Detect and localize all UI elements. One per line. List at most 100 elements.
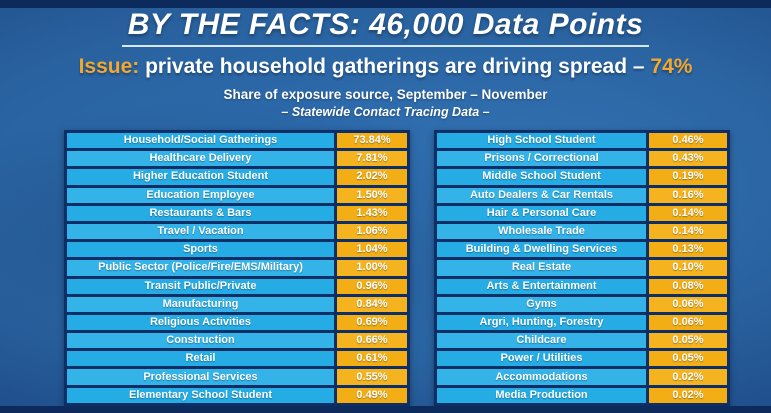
- issue-statement: Issue: private household gatherings are …: [0, 55, 771, 79]
- share-value-cell: 0.06%: [649, 296, 727, 312]
- share-value-cell: 73.84%: [337, 133, 407, 149]
- share-value-cell: 2.02%: [337, 169, 407, 185]
- share-value-cell: 1.00%: [337, 260, 407, 276]
- exposure-source-cell: Power / Utilities: [437, 351, 646, 367]
- table-row: Accommodations 0.02%: [437, 369, 727, 385]
- exposure-source-cell: High School Student: [437, 133, 646, 149]
- share-value-cell: 1.04%: [337, 242, 407, 258]
- share-value-cell: 0.16%: [649, 187, 727, 203]
- share-value-cell: 0.02%: [649, 369, 727, 385]
- table-row: Sports 1.04%: [67, 242, 407, 258]
- table-row: Power / Utilities 0.05%: [437, 351, 727, 367]
- table-row: Auto Dealers & Car Rentals 0.16%: [437, 187, 727, 203]
- exposure-source-cell: Household/Social Gatherings: [67, 133, 334, 149]
- issue-label: Issue:: [78, 55, 140, 78]
- page-title: BY THE FACTS: 46,000 Data Points: [0, 8, 771, 47]
- share-value-cell: 0.10%: [649, 260, 727, 276]
- share-value-cell: 0.14%: [649, 223, 727, 240]
- table-row: Gyms 0.06%: [437, 296, 727, 312]
- table-row: Manufacturing 0.84%: [67, 296, 407, 312]
- exposure-source-cell: Elementary School Student: [67, 387, 334, 403]
- share-value-cell: 0.84%: [337, 296, 407, 312]
- share-value-cell: 0.06%: [649, 314, 727, 331]
- exposure-source-cell: Manufacturing: [67, 296, 334, 312]
- exposure-source-cell: Prisons / Correctional: [437, 151, 646, 167]
- table-row: Transit Public/Private 0.96%: [67, 278, 407, 294]
- table-row: Middle School Student 0.19%: [437, 169, 727, 185]
- exposure-source-cell: Construction: [67, 333, 334, 349]
- table-row: Religious Activities 0.69%: [67, 314, 407, 331]
- share-value-cell: 0.96%: [337, 278, 407, 294]
- exposure-source-cell: Gyms: [437, 296, 646, 312]
- chart-subtitle: Share of exposure source, September – No…: [223, 87, 548, 102]
- top-border-bar: [0, 0, 771, 8]
- table-row: High School Student 0.46%: [437, 133, 727, 149]
- share-value-cell: 0.08%: [649, 278, 727, 294]
- exposure-source-cell: Middle School Student: [437, 169, 646, 185]
- share-value-cell: 1.43%: [337, 205, 407, 221]
- table-row: Prisons / Correctional 0.43%: [437, 151, 727, 167]
- data-source-note: – Statewide Contact Tracing Data –: [281, 105, 490, 119]
- table-row: Travel / Vacation 1.06%: [67, 223, 407, 240]
- table-row: Higher Education Student 2.02%: [67, 169, 407, 185]
- exposure-source-cell: Religious Activities: [67, 314, 334, 331]
- table-row: Restaurants & Bars 1.43%: [67, 205, 407, 221]
- table-row: Household/Social Gatherings 73.84%: [67, 133, 407, 149]
- table-row: Real Estate 0.10%: [437, 260, 727, 276]
- table-row: Wholesale Trade 0.14%: [437, 223, 727, 240]
- share-value-cell: 0.66%: [337, 333, 407, 349]
- table-row: Building & Dwelling Services 0.13%: [437, 242, 727, 258]
- exposure-source-cell: Restaurants & Bars: [67, 205, 334, 221]
- table-row: Argri, Hunting, Forestry 0.06%: [437, 314, 727, 331]
- issue-text: private household gatherings are driving…: [139, 55, 651, 78]
- table-row: Retail 0.61%: [67, 351, 407, 367]
- table-row: Media Production 0.02%: [437, 387, 727, 403]
- table-row: Arts & Entertainment 0.08%: [437, 278, 727, 294]
- table-row: Elementary School Student 0.49%: [67, 387, 407, 403]
- issue-percentage: 74%: [650, 55, 693, 78]
- share-value-cell: 0.61%: [337, 351, 407, 367]
- table-row: Education Employee 1.50%: [67, 187, 407, 203]
- share-value-cell: 7.81%: [337, 151, 407, 167]
- table-row: Hair & Personal Care 0.14%: [437, 205, 727, 221]
- exposure-source-cell: Childcare: [437, 333, 646, 349]
- exposure-source-cell: Higher Education Student: [67, 169, 334, 185]
- share-value-cell: 0.69%: [337, 314, 407, 331]
- bottom-border-bar: [0, 406, 771, 413]
- exposure-source-cell: Hair & Personal Care: [437, 205, 646, 221]
- share-value-cell: 0.02%: [649, 387, 727, 403]
- share-value-cell: 0.13%: [649, 242, 727, 258]
- exposure-source-cell: Building & Dwelling Services: [437, 242, 646, 258]
- share-value-cell: 0.05%: [649, 333, 727, 349]
- exposure-source-cell: Transit Public/Private: [67, 278, 334, 294]
- exposure-source-cell: Travel / Vacation: [67, 223, 334, 240]
- exposure-source-cell: Arts & Entertainment: [437, 278, 646, 294]
- share-value-cell: 0.43%: [649, 151, 727, 167]
- table-row: Professional Services 0.55%: [67, 369, 407, 385]
- table-row: Construction 0.66%: [67, 333, 407, 349]
- share-value-cell: 1.50%: [337, 187, 407, 203]
- share-value-cell: 1.06%: [337, 223, 407, 240]
- exposure-source-cell: Education Employee: [67, 187, 334, 203]
- exposure-source-cell: Public Sector (Police/Fire/EMS/Military): [67, 260, 334, 276]
- table-row: Childcare 0.05%: [437, 333, 727, 349]
- share-value-cell: 0.05%: [649, 351, 727, 367]
- share-value-cell: 0.14%: [649, 205, 727, 221]
- table-row: Healthcare Delivery 7.81%: [67, 151, 407, 167]
- table-row: Public Sector (Police/Fire/EMS/Military)…: [67, 260, 407, 276]
- share-value-cell: 0.55%: [337, 369, 407, 385]
- exposure-table-right: High School Student 0.46% Prisons / Correc…: [434, 130, 730, 406]
- exposure-source-cell: Professional Services: [67, 369, 334, 385]
- exposure-source-cell: Healthcare Delivery: [67, 151, 334, 167]
- exposure-source-cell: Auto Dealers & Car Rentals: [437, 187, 646, 203]
- exposure-source-cell: Sports: [67, 242, 334, 258]
- exposure-source-cell: Real Estate: [437, 260, 646, 276]
- exposure-source-cell: Wholesale Trade: [437, 223, 646, 240]
- exposure-source-cell: Media Production: [437, 387, 646, 403]
- exposure-source-cell: Argri, Hunting, Forestry: [437, 314, 646, 331]
- share-value-cell: 0.49%: [337, 387, 407, 403]
- share-value-cell: 0.19%: [649, 169, 727, 185]
- exposure-source-cell: Retail: [67, 351, 334, 367]
- exposure-table-left: Household/Social Gatherings 73.84% Healthc…: [64, 130, 410, 406]
